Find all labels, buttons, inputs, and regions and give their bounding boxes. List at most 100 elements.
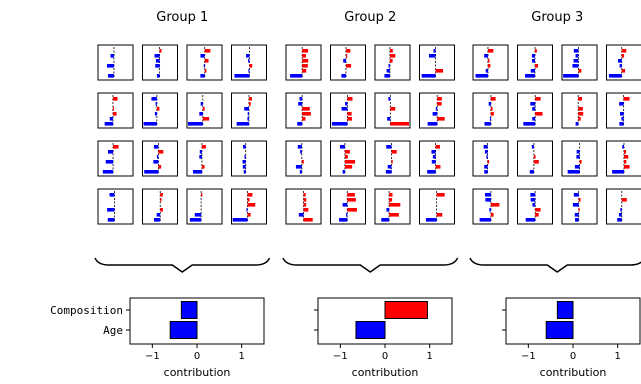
- thumbnail-bar: [436, 193, 445, 197]
- thumbnail-bar: [484, 193, 491, 197]
- thumbnail-bar: [484, 165, 488, 169]
- thumbnail-plot: [472, 44, 509, 81]
- thumbnail-bar: [143, 122, 157, 126]
- thumbnail-bar: [194, 213, 202, 217]
- thumbnail-frame: [374, 140, 411, 177]
- thumbnail-bar: [246, 54, 250, 58]
- thumbnail-bar: [535, 213, 539, 217]
- thumbnail-bar: [199, 112, 203, 116]
- thumbnail-bar: [567, 170, 580, 174]
- thumbnail-bar: [204, 69, 207, 73]
- thumbnail-bar: [346, 213, 348, 217]
- thumbnail-bar: [302, 59, 309, 63]
- thumbnail-bar: [144, 170, 159, 174]
- thumbnail-bar: [158, 165, 162, 169]
- thumbnail-bar: [618, 213, 622, 217]
- thumbnail-bar: [247, 203, 256, 207]
- thumbnail-bar: [425, 218, 437, 222]
- thumbnail-bar: [475, 74, 488, 78]
- thumbnail-bar: [188, 122, 203, 126]
- thumbnail-plot: [472, 92, 509, 129]
- thumbnail-bar: [389, 198, 393, 202]
- thumbnail-bar: [427, 170, 436, 174]
- thumbnail-bar: [232, 218, 248, 222]
- thumbnail-bar: [193, 170, 202, 174]
- thumbnail-frame: [231, 140, 267, 177]
- thumbnail-bar: [421, 74, 436, 78]
- thumbnail-bar: [535, 97, 541, 101]
- thumbnail-bar: [244, 155, 246, 159]
- thumbnail-frame: [561, 44, 598, 81]
- thumbnail-bar: [617, 218, 622, 222]
- thumbnail-bar: [525, 74, 535, 78]
- thumbnail-bar: [249, 64, 253, 68]
- thumbnail-bar: [490, 112, 494, 116]
- thumbnail-bar: [579, 160, 582, 164]
- thumbnail-bar: [201, 145, 206, 149]
- thumbnail-bar: [160, 208, 163, 212]
- summary-chart: −1 0 1 contribution: [502, 297, 641, 379]
- thumbnail-bar: [244, 107, 249, 111]
- thumbnail-bar: [612, 170, 624, 174]
- thumbnail-bar: [433, 49, 436, 53]
- thumbnail-bar: [189, 218, 202, 222]
- thumbnail-bar: [572, 64, 579, 68]
- thumbnail-frame: [97, 188, 134, 225]
- thumbnail-bar: [247, 117, 249, 121]
- thumbnail-plot: [419, 44, 455, 81]
- thumbnail-plot: [606, 188, 641, 225]
- thumbnail-bar: [388, 64, 390, 68]
- thumbnail-bar: [534, 64, 539, 68]
- thumbnail-plot: [142, 188, 178, 225]
- thumbnail-plot: [186, 188, 223, 225]
- thumbnail-bar: [572, 203, 579, 207]
- thumbnail-plot: [606, 92, 641, 129]
- x-tick-label: 0: [570, 351, 576, 362]
- thumbnail-plot: [561, 188, 598, 225]
- group-brace: [469, 257, 641, 273]
- thumbnail-bar: [530, 198, 536, 202]
- thumbnail-bar: [202, 107, 205, 111]
- thumbnail-bar: [535, 112, 543, 116]
- thumbnail-bar: [490, 97, 496, 101]
- thumbnail-bar: [489, 208, 491, 212]
- thumbnail-bar: [619, 102, 624, 106]
- bar-age: [355, 321, 386, 339]
- thumbnail-bar: [622, 145, 624, 149]
- x-axis-label: contribution: [540, 366, 607, 379]
- thumbnail-bar: [623, 155, 629, 159]
- thumbnail-bar: [302, 112, 311, 116]
- thumbnail-bar: [200, 54, 205, 58]
- thumbnail-bar: [156, 155, 159, 159]
- thumbnail-bar: [388, 97, 391, 101]
- thumbnail-bar: [342, 170, 345, 174]
- thumbnail-bar: [389, 193, 393, 197]
- thumbnail-bar: [485, 69, 488, 73]
- thumbnail-bar: [576, 155, 580, 159]
- thumbnail-bar: [290, 74, 303, 78]
- thumbnail-bar: [574, 213, 579, 217]
- thumbnail-bar: [621, 117, 624, 121]
- thumbnail-bar: [573, 49, 579, 53]
- thumbnail-plot: [517, 92, 553, 129]
- bar-composition: [556, 301, 574, 319]
- bar-composition: [384, 301, 428, 319]
- thumbnail-bar: [386, 69, 390, 73]
- thumbnail-plot: [419, 188, 455, 225]
- thumbnail-bar: [203, 64, 205, 68]
- thumbnail-frame: [186, 140, 223, 177]
- category-label-age: Age: [103, 324, 123, 337]
- thumbnail-bar: [248, 69, 250, 73]
- thumbnail-plot: [186, 92, 223, 129]
- group-brace: [94, 257, 271, 273]
- thumbnail-bar: [487, 160, 490, 164]
- x-tick-label: 0: [382, 351, 388, 362]
- group-title: Group 2: [344, 10, 396, 25]
- thumbnail-bar: [343, 59, 346, 63]
- thumbnail-bar: [533, 160, 539, 164]
- thumbnail-bar: [246, 208, 248, 212]
- thumbnail-bar: [575, 218, 579, 222]
- thumbnail-bar: [347, 198, 356, 202]
- thumbnail-bar: [436, 213, 443, 217]
